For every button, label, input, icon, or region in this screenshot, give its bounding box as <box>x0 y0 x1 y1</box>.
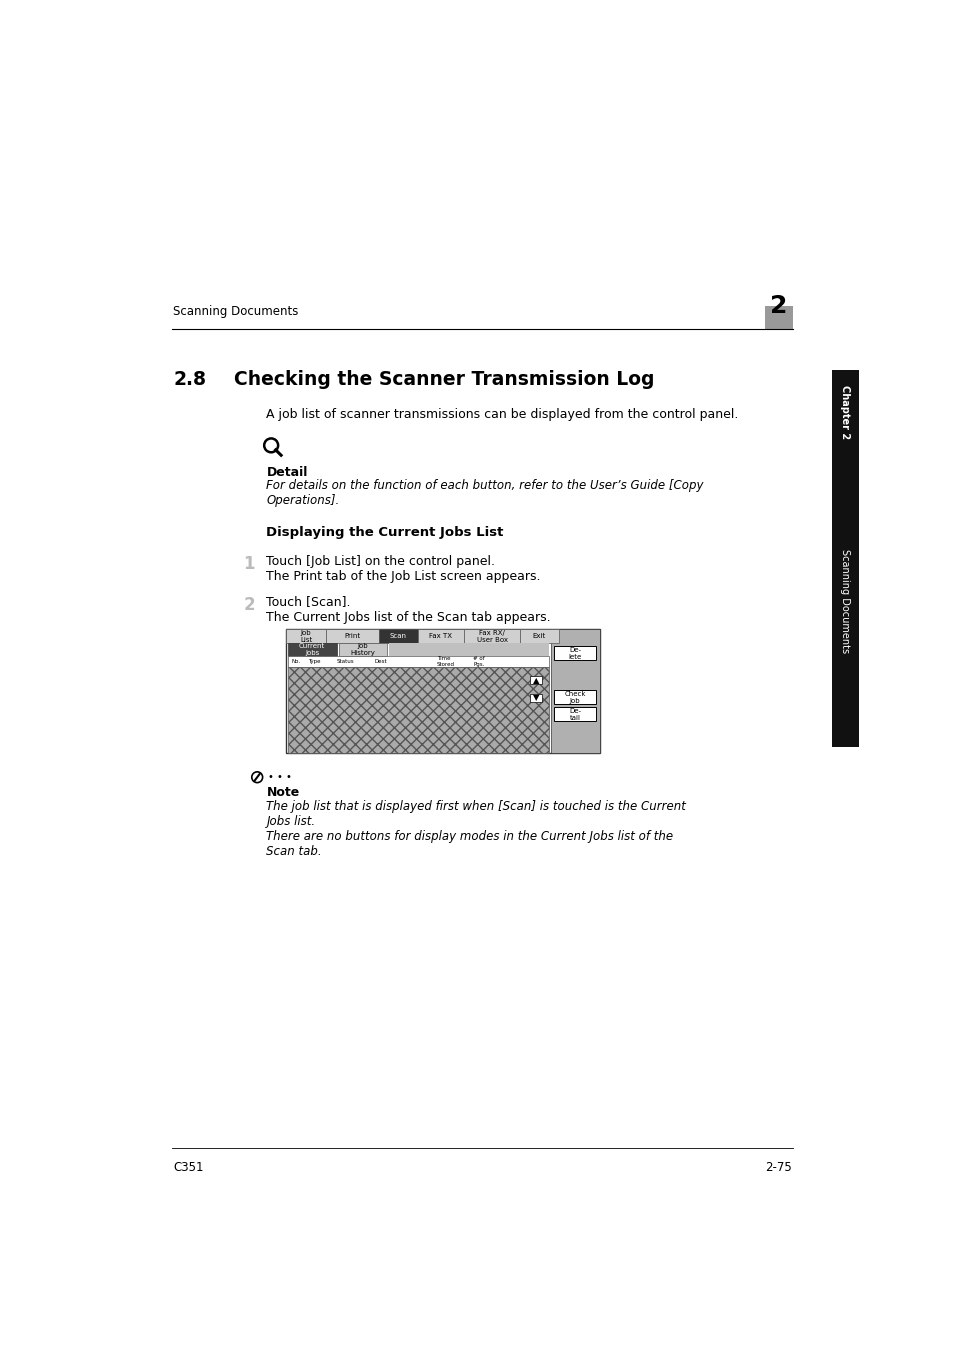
Bar <box>286 629 326 643</box>
Text: • • •: • • • <box>268 772 292 782</box>
Bar <box>530 694 542 702</box>
Bar <box>326 629 378 643</box>
Bar <box>554 647 596 660</box>
Text: Job
List: Job List <box>299 630 312 643</box>
Text: Chapter 2: Chapter 2 <box>840 385 849 439</box>
Text: # of
Pgs.: # of Pgs. <box>473 656 485 667</box>
Text: Touch [Job List] on the control panel.: Touch [Job List] on the control panel. <box>266 555 495 568</box>
Text: Status: Status <box>335 659 354 664</box>
Text: De-
lete: De- lete <box>568 647 581 660</box>
Bar <box>389 643 549 656</box>
Text: De-
tail: De- tail <box>568 707 580 721</box>
Bar <box>417 629 464 643</box>
Bar <box>464 629 519 643</box>
Bar <box>831 455 858 747</box>
Bar <box>286 629 599 752</box>
Text: 2: 2 <box>770 294 787 319</box>
Bar <box>288 643 336 656</box>
Text: Checking the Scanner Transmission Log: Checking the Scanner Transmission Log <box>233 370 654 389</box>
Text: 1: 1 <box>243 555 254 572</box>
Text: Touch [Scan].: Touch [Scan]. <box>266 595 351 609</box>
Text: There are no buttons for display modes in the Current Jobs list of the
Scan tab.: There are no buttons for display modes i… <box>266 830 673 859</box>
Text: 2: 2 <box>243 595 254 613</box>
Bar <box>831 370 858 455</box>
Bar <box>338 643 387 656</box>
Text: Print: Print <box>344 633 360 640</box>
Bar <box>530 676 542 684</box>
Text: Displaying the Current Jobs List: Displaying the Current Jobs List <box>266 526 503 539</box>
Text: Time
Stored: Time Stored <box>436 656 455 667</box>
Bar <box>288 656 549 667</box>
Text: Scanning Documents: Scanning Documents <box>173 305 298 319</box>
Text: Scanning Documents: Scanning Documents <box>840 549 849 653</box>
Text: Note: Note <box>266 786 299 799</box>
Text: The job list that is displayed first when [Scan] is touched is the Current
Jobs : The job list that is displayed first whe… <box>266 799 685 828</box>
Bar <box>764 306 793 329</box>
Bar <box>550 629 599 752</box>
Text: Check
Job: Check Job <box>563 691 585 703</box>
Text: ▲: ▲ <box>533 676 538 684</box>
Text: 2.8: 2.8 <box>173 370 206 389</box>
Text: The Print tab of the Job List screen appears.: The Print tab of the Job List screen app… <box>266 570 540 583</box>
Text: Job
History: Job History <box>350 644 375 656</box>
Text: A job list of scanner transmissions can be displayed from the control panel.: A job list of scanner transmissions can … <box>266 409 739 421</box>
Bar <box>288 667 549 752</box>
Text: Scan: Scan <box>390 633 406 640</box>
Text: Exit: Exit <box>532 633 545 640</box>
Text: C351: C351 <box>173 1161 204 1173</box>
Text: For details on the function of each button, refer to the User’s Guide [Copy
Oper: For details on the function of each butt… <box>266 479 703 508</box>
Text: Fax RX/
User Box: Fax RX/ User Box <box>476 630 507 643</box>
Bar <box>378 629 417 643</box>
Text: No.: No. <box>291 659 300 664</box>
Bar <box>519 629 558 643</box>
Text: Fax TX: Fax TX <box>429 633 452 640</box>
Bar <box>554 707 596 721</box>
Text: Type: Type <box>307 659 320 664</box>
Text: ▼: ▼ <box>533 694 538 702</box>
Text: 2-75: 2-75 <box>764 1161 791 1173</box>
Text: Detail: Detail <box>266 466 308 479</box>
Text: The Current Jobs list of the Scan tab appears.: The Current Jobs list of the Scan tab ap… <box>266 612 551 624</box>
Text: Current
Jobs: Current Jobs <box>299 644 325 656</box>
Bar <box>554 690 596 705</box>
Text: Dest: Dest <box>375 659 387 664</box>
